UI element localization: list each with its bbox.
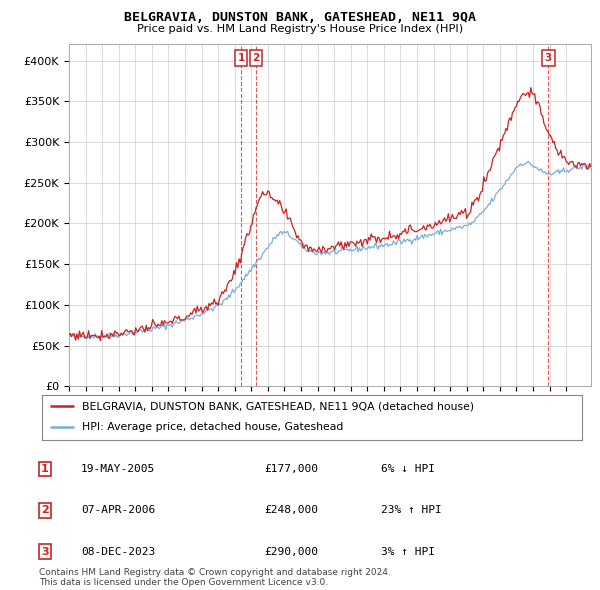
Text: HPI: Average price, detached house, Gateshead: HPI: Average price, detached house, Gate… bbox=[83, 422, 344, 432]
Text: £248,000: £248,000 bbox=[264, 506, 318, 515]
Text: 2: 2 bbox=[41, 506, 49, 515]
Text: 6% ↓ HPI: 6% ↓ HPI bbox=[381, 464, 435, 474]
Text: BELGRAVIA, DUNSTON BANK, GATESHEAD, NE11 9QA (detached house): BELGRAVIA, DUNSTON BANK, GATESHEAD, NE11… bbox=[83, 401, 475, 411]
Text: 1: 1 bbox=[41, 464, 49, 474]
Text: Contains HM Land Registry data © Crown copyright and database right 2024.
This d: Contains HM Land Registry data © Crown c… bbox=[39, 568, 391, 587]
Text: 19-MAY-2005: 19-MAY-2005 bbox=[81, 464, 155, 474]
Text: 1: 1 bbox=[238, 53, 245, 63]
Text: 3: 3 bbox=[41, 547, 49, 556]
Text: 3: 3 bbox=[545, 53, 552, 63]
Text: 23% ↑ HPI: 23% ↑ HPI bbox=[381, 506, 442, 515]
Text: 08-DEC-2023: 08-DEC-2023 bbox=[81, 547, 155, 556]
Text: BELGRAVIA, DUNSTON BANK, GATESHEAD, NE11 9QA: BELGRAVIA, DUNSTON BANK, GATESHEAD, NE11… bbox=[124, 11, 476, 24]
Text: 2: 2 bbox=[252, 53, 259, 63]
Text: Price paid vs. HM Land Registry's House Price Index (HPI): Price paid vs. HM Land Registry's House … bbox=[137, 24, 463, 34]
Text: £290,000: £290,000 bbox=[264, 547, 318, 556]
Text: 3% ↑ HPI: 3% ↑ HPI bbox=[381, 547, 435, 556]
Text: £177,000: £177,000 bbox=[264, 464, 318, 474]
Text: 07-APR-2006: 07-APR-2006 bbox=[81, 506, 155, 515]
